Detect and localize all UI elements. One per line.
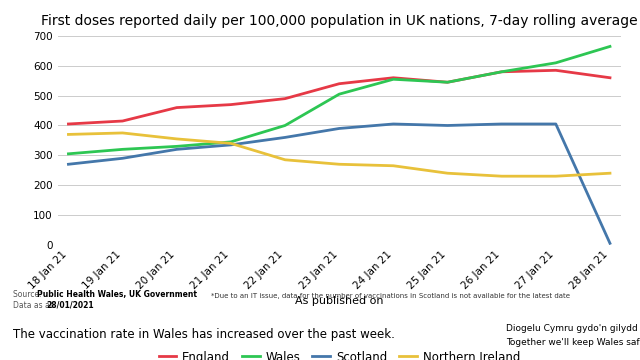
X-axis label: As published on: As published on [295,296,383,306]
Text: Together we'll keep Wales safe: Together we'll keep Wales safe [506,338,640,347]
Text: Data as at: Data as at [13,301,55,310]
Text: 28/01/2021: 28/01/2021 [46,301,93,310]
Legend: England, Wales, Scotland, Northern Ireland: England, Wales, Scotland, Northern Irela… [154,346,525,360]
Title: First doses reported daily per 100,000 population in UK nations, 7-day rolling a: First doses reported daily per 100,000 p… [41,14,637,28]
Text: The vaccination rate in Wales has increased over the past week.: The vaccination rate in Wales has increa… [13,328,395,341]
Text: Diogelu Cymru gydo'n gilydd: Diogelu Cymru gydo'n gilydd [506,324,637,333]
Text: Public Health Wales, UK Government: Public Health Wales, UK Government [37,290,197,299]
Text: Source:: Source: [13,290,44,299]
Text: *Due to an IT issue, data for the number of vaccinations in Scotland is not avai: *Due to an IT issue, data for the number… [211,293,570,299]
